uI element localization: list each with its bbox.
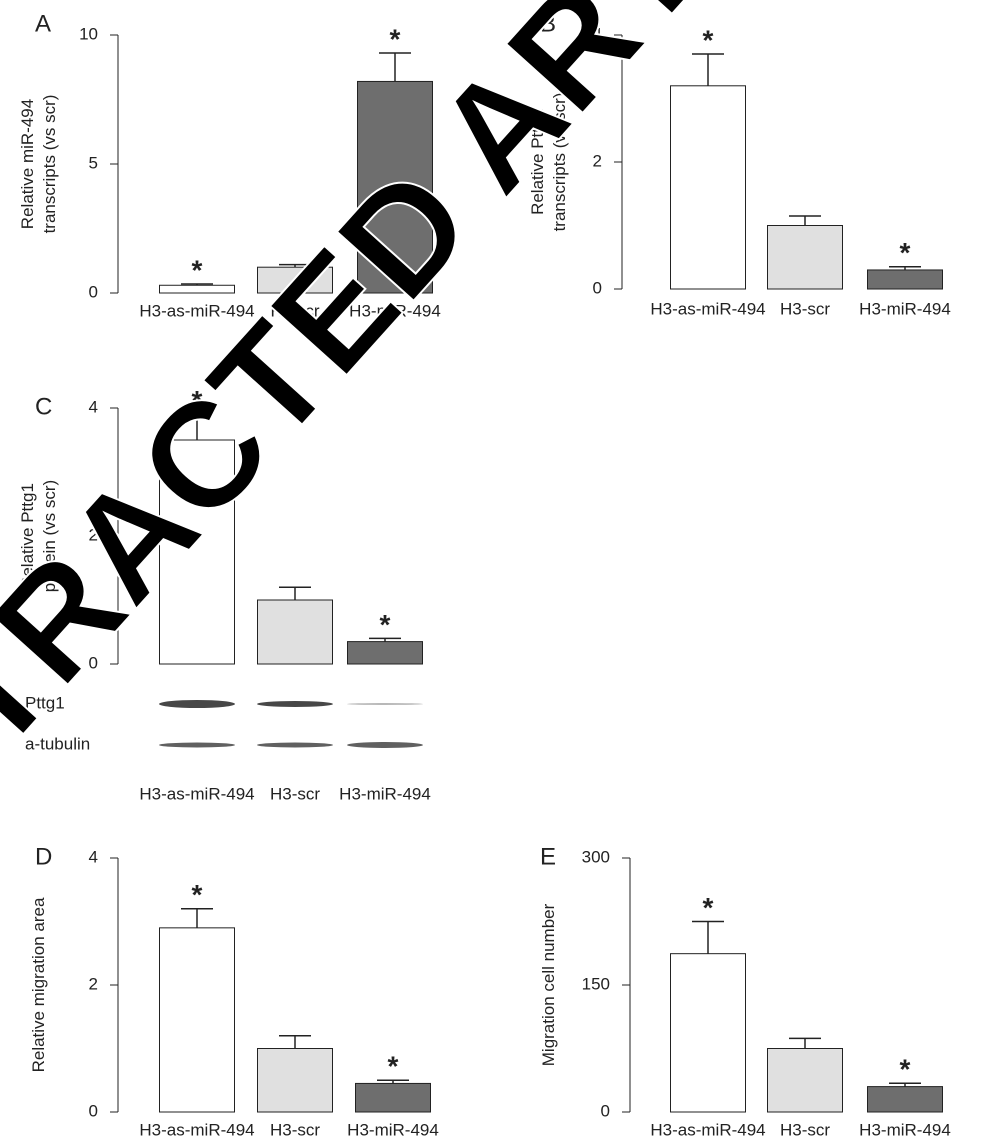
- y-tick-label: 150: [582, 974, 610, 993]
- bar: [356, 1083, 431, 1112]
- significance-marker: *: [380, 609, 391, 640]
- significance-marker: *: [388, 1051, 399, 1082]
- bar: [768, 1049, 843, 1113]
- bar: [160, 285, 235, 293]
- panel-letter: A: [35, 10, 51, 37]
- bar: [671, 86, 746, 289]
- x-tick-label: H3-miR-494: [339, 784, 431, 803]
- y-axis-label: Relative migration area: [29, 897, 48, 1072]
- significance-marker: *: [703, 24, 714, 55]
- x-tick-label: H3-scr: [270, 784, 320, 803]
- bar: [768, 226, 843, 290]
- bar: [348, 642, 423, 664]
- y-tick-label: 4: [89, 847, 98, 866]
- y-tick-label: 4: [89, 397, 98, 416]
- bar: [868, 1087, 943, 1112]
- panel-letter: D: [35, 843, 52, 870]
- y-tick-label: 300: [582, 847, 610, 866]
- x-tick-label: H3-scr: [270, 1120, 320, 1139]
- x-tick-label: H3-as-miR-494: [139, 1120, 254, 1139]
- x-tick-label: H3-miR-494: [859, 299, 951, 318]
- significance-marker: *: [192, 254, 203, 285]
- bar: [258, 1049, 333, 1113]
- y-tick-label: 0: [593, 278, 602, 297]
- y-tick-label: 0: [601, 1101, 610, 1120]
- blot-band: [347, 742, 423, 748]
- significance-marker: *: [900, 237, 911, 268]
- x-tick-label: H3-as-miR-494: [650, 1120, 765, 1139]
- bar: [258, 600, 333, 664]
- y-axis-label: Migration cell number: [539, 903, 558, 1066]
- y-tick-label: 10: [79, 24, 98, 43]
- y-tick-label: 2: [593, 151, 602, 170]
- y-tick-label: 0: [89, 1101, 98, 1120]
- bar: [868, 270, 943, 289]
- x-tick-label: H3-miR-494: [347, 1120, 439, 1139]
- significance-marker: *: [192, 879, 203, 910]
- blot-band: [159, 700, 235, 708]
- blot-band: [347, 703, 423, 705]
- bar: [160, 928, 235, 1112]
- blot-band: [257, 701, 333, 707]
- blot-band: [257, 743, 333, 748]
- significance-marker: *: [703, 892, 714, 923]
- y-tick-label: 2: [89, 974, 98, 993]
- x-tick-label: H3-scr: [780, 1120, 830, 1139]
- blot-band: [159, 743, 235, 748]
- panel-letter: E: [540, 843, 556, 870]
- significance-marker: *: [900, 1054, 911, 1085]
- x-tick-label: H3-as-miR-494: [650, 299, 765, 318]
- x-tick-label: H3-scr: [780, 299, 830, 318]
- y-tick-label: 5: [89, 153, 98, 172]
- panel-letter: C: [35, 393, 52, 420]
- significance-marker: *: [390, 23, 401, 54]
- bar: [671, 954, 746, 1112]
- x-tick-label: H3-miR-494: [859, 1120, 951, 1139]
- figure: A 0 5 10 Relative miR-494transcripts (vs scr…: [0, 0, 997, 1142]
- y-tick-label: 0: [89, 282, 98, 301]
- x-tick-label: H3-as-miR-494: [139, 784, 254, 803]
